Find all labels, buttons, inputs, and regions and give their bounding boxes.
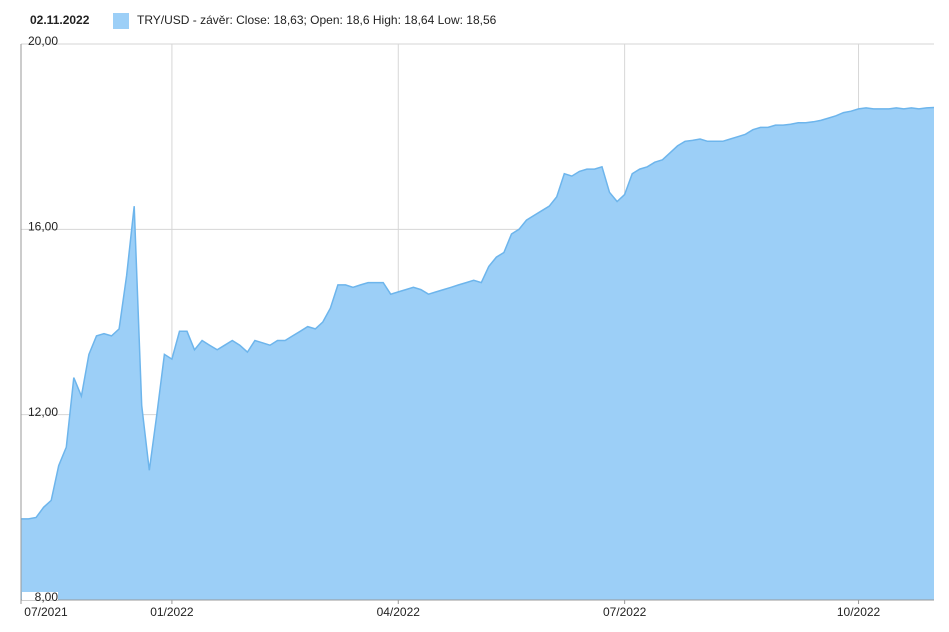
tick-label-bg bbox=[22, 592, 58, 600]
y-tick-label: 20,00 bbox=[28, 34, 58, 48]
y-tick-label: 12,00 bbox=[28, 405, 58, 419]
date-label: 02.11.2022 bbox=[30, 13, 90, 27]
x-tick-label: 01/2022 bbox=[150, 605, 194, 619]
x-tick-label: 07/2021 bbox=[24, 605, 68, 619]
area bbox=[21, 107, 934, 600]
y-tick-label: 16,00 bbox=[28, 220, 58, 234]
x-tick-label: 04/2022 bbox=[377, 605, 421, 619]
line bbox=[21, 106, 935, 520]
legend-label: TRY/USD - závěr: Close: 18,63; Open: 18,… bbox=[137, 13, 497, 27]
legend-swatch bbox=[113, 13, 129, 29]
x-tick-label: 10/2022 bbox=[837, 605, 881, 619]
x-tick-label: 07/2022 bbox=[603, 605, 647, 619]
y-tick-label: 8,00 bbox=[35, 590, 59, 604]
